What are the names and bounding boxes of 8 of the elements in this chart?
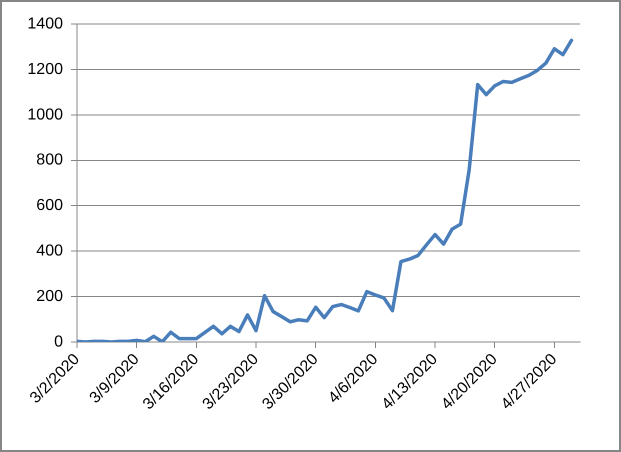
- y-tick-label: 0: [54, 333, 64, 350]
- y-tick-label: 1400: [27, 15, 64, 32]
- y-tick-label: 800: [36, 152, 64, 169]
- y-tick-label: 1000: [27, 106, 64, 124]
- y-tick-label: 1200: [27, 60, 64, 78]
- y-tick-label: 400: [36, 242, 64, 260]
- y-tick-label: 200: [36, 288, 64, 305]
- y-tick-label: 600: [36, 197, 64, 214]
